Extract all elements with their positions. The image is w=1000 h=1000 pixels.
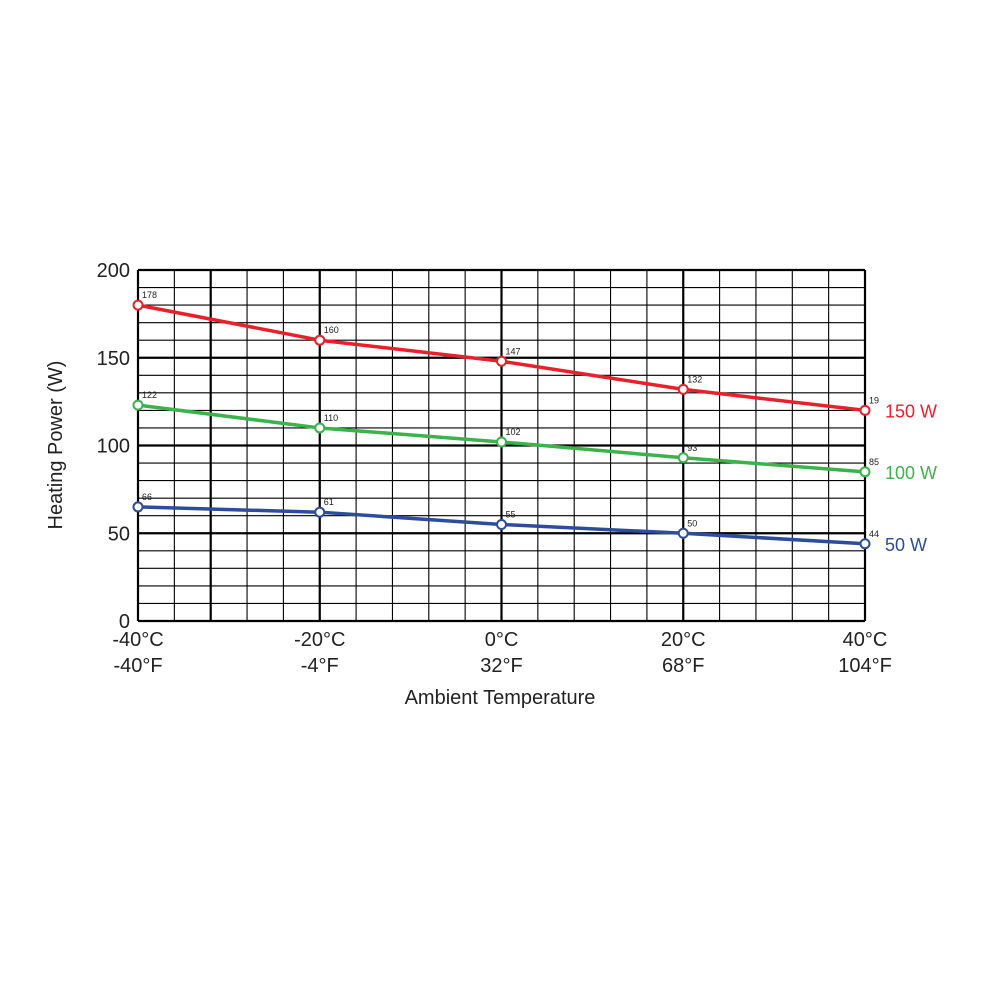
x-tick-label-celsius: 40°C: [843, 629, 888, 651]
x-tick-label-fahrenheit: 104°F: [838, 655, 892, 677]
series-name-label: 50 W: [885, 535, 927, 555]
series-3: 66 61 55 50 44 50 W: [132, 492, 927, 555]
y-axis-ticks: 0 50 100 150 200: [97, 260, 130, 633]
data-point: [314, 506, 326, 518]
data-label: 61: [324, 497, 334, 507]
data-point: [132, 501, 144, 513]
x-tick-label-celsius: -20°C: [294, 629, 345, 651]
series-name-label: 150 W: [885, 401, 937, 421]
data-label: 110: [324, 413, 338, 423]
x-tick-label-fahrenheit: -4°F: [301, 655, 339, 677]
data-point: [677, 527, 689, 539]
data-label: 147: [506, 346, 521, 356]
data-point: [496, 355, 507, 367]
data-label: 66: [142, 492, 152, 502]
data-label: 160: [324, 325, 339, 335]
y-tick-label: 200: [97, 260, 130, 282]
data-point: [859, 466, 871, 478]
series-name-label: 100 W: [885, 463, 937, 483]
y-tick-label: 50: [108, 523, 130, 545]
data-label: 102: [506, 427, 521, 437]
x-tick-label-fahrenheit: 68°F: [662, 655, 704, 677]
data-point: [314, 334, 326, 346]
data-point: [859, 538, 871, 550]
data-point: [677, 383, 689, 395]
data-label: 122: [142, 390, 157, 400]
data-point: [132, 299, 144, 311]
x-axis-title: Ambient Temperature: [405, 687, 596, 709]
data-label: 44: [869, 529, 879, 539]
data-label: 19: [869, 395, 879, 405]
data-label: 85: [869, 457, 879, 467]
data-label: 178: [142, 290, 157, 300]
x-tick-label-celsius: 0°C: [485, 629, 519, 651]
data-point: [677, 452, 689, 464]
data-point: [132, 399, 144, 411]
series-1: 178 160 147 132 19 150 W: [132, 290, 937, 421]
y-axis-title: Heating Power (W): [45, 361, 67, 530]
y-tick-label: 150: [97, 348, 130, 370]
plot-grid: [136, 268, 867, 623]
data-point: [496, 518, 507, 530]
series-2: 122 110 102 93 85 100 W: [132, 390, 937, 483]
data-label: 50: [687, 518, 697, 528]
data-label: 132: [687, 374, 702, 384]
data-label: 93: [687, 443, 697, 453]
x-tick-label-fahrenheit: -40°F: [113, 655, 162, 677]
data-point: [496, 436, 507, 448]
x-axis-ticks: -40°C -40°F -20°C -4°F 0°C 32°F 20°C 68°F 40°C 10…: [112, 629, 891, 677]
x-tick-label-celsius: -40°C: [112, 629, 163, 651]
data-label: 55: [506, 509, 516, 519]
y-tick-label: 100: [97, 436, 130, 458]
x-tick-label-celsius: 20°C: [661, 629, 706, 651]
y-tick-label: 0: [119, 611, 130, 633]
data-point: [314, 422, 326, 434]
data-point: [859, 404, 871, 416]
x-tick-label-fahrenheit: 32°F: [480, 655, 522, 677]
